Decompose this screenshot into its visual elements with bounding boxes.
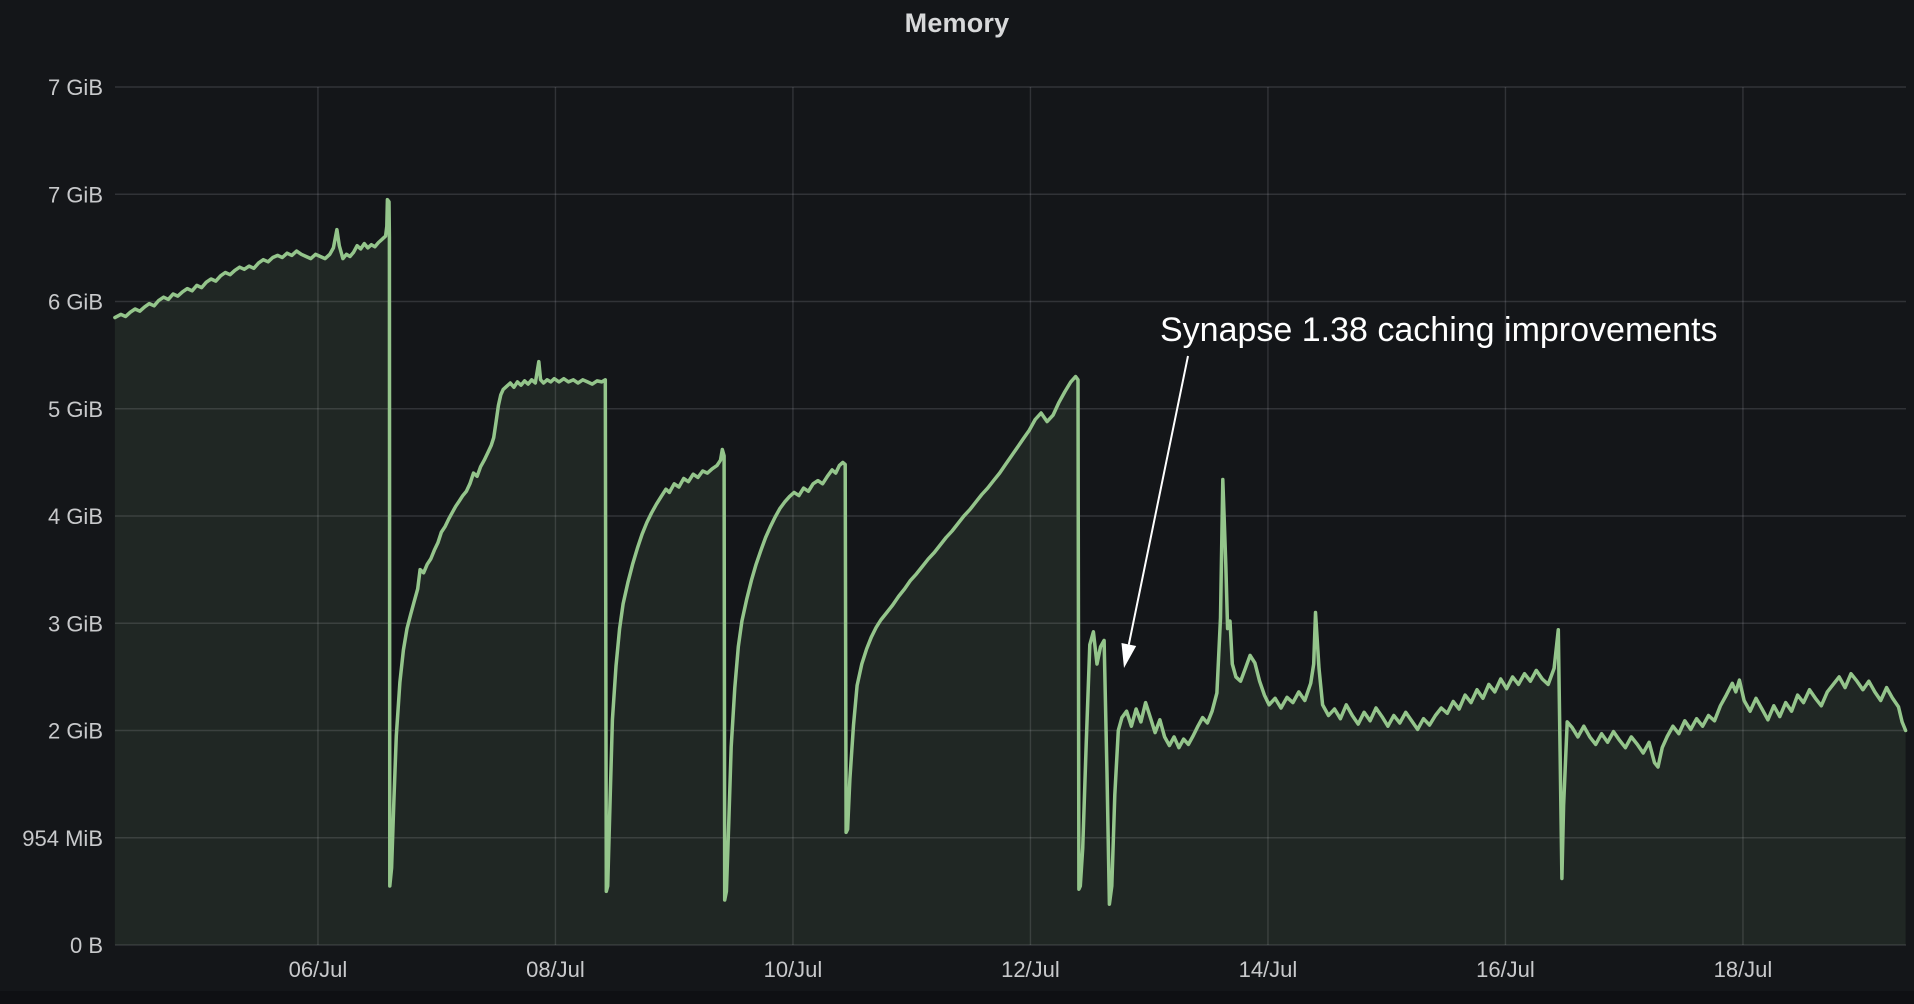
- panel-title: Memory: [904, 8, 1010, 38]
- memory-line: [113, 197, 1908, 906]
- memory-area-fill: [114, 199, 1906, 946]
- y-axis-tick-label: 7 GiB: [48, 182, 103, 207]
- annotation-layer: Synapse 1.38 caching improvements: [1121, 311, 1718, 668]
- annotation-arrow-line: [1127, 355, 1189, 645]
- memory-series: [113, 197, 1908, 946]
- x-axis-tick-label: 16/Jul: [1476, 957, 1535, 982]
- y-axis-tick-label: 3 GiB: [48, 611, 103, 636]
- y-axis-tick-label: 5 GiB: [48, 397, 103, 422]
- x-axis-tick-label: 08/Jul: [526, 957, 585, 982]
- y-axis-tick-label: 2 GiB: [48, 719, 103, 744]
- grid-lines: [115, 86, 1906, 946]
- x-axis-tick-label: 14/Jul: [1239, 957, 1298, 982]
- x-axis-tick-label: 12/Jul: [1001, 957, 1060, 982]
- axis-labels: 0 B 954 MiB 2 GiB 3 GiB 4 GiB 5 GiB 6 GiB 7 GiB…: [22, 75, 1772, 982]
- y-axis-tick-label: 6 GiB: [48, 290, 103, 315]
- window-bottom-edge: [0, 991, 1914, 1004]
- y-axis-tick-label: 954 MiB: [22, 826, 103, 851]
- annotation-text: Synapse 1.38 caching improvements: [1160, 311, 1718, 349]
- x-axis-tick-label: 10/Jul: [764, 957, 823, 982]
- y-axis-tick-label: 0 B: [70, 933, 103, 958]
- x-axis-tick-label: 06/Jul: [289, 957, 348, 982]
- y-axis-tick-label: 7 GiB: [48, 75, 103, 100]
- x-axis-tick-label: 18/Jul: [1714, 957, 1773, 982]
- annotation-arrowhead: [1121, 642, 1137, 668]
- y-axis-tick-label: 4 GiB: [48, 504, 103, 529]
